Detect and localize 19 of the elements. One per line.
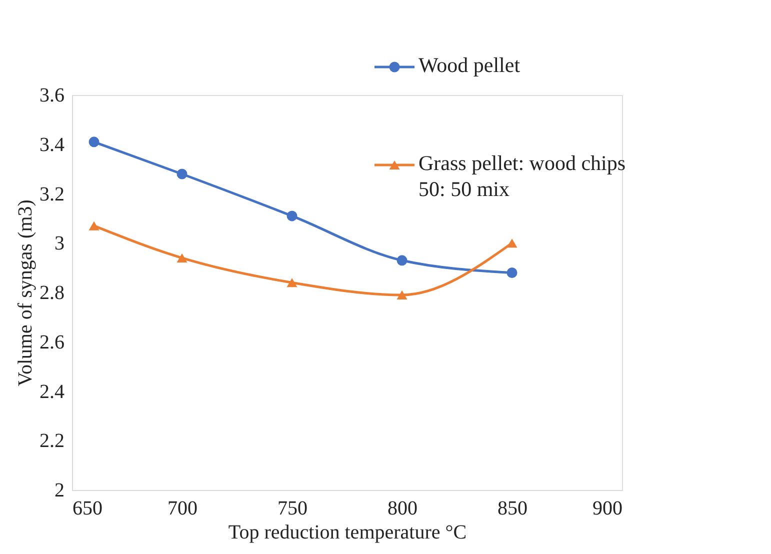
x-axis-title: Top reduction temperature °C [228,522,467,544]
legend-label: Grass pellet: wood chips 50: 50 mix [418,151,626,201]
y-tick-label: 3.2 [40,183,64,206]
y-tick-label: 2.8 [40,282,64,304]
y-tick-label: 2.4 [40,380,64,403]
x-tick-label: 850 [498,498,528,520]
x-tick-label: 700 [168,498,198,520]
y-axis-title: Volume of syngas (m3) [14,200,36,386]
x-tick-label: 650 [72,498,102,520]
y-tick-label: 2.2 [40,430,64,452]
x-tick-label: 750 [278,498,308,520]
y-tick-label: 2.6 [40,331,64,354]
legend-label: Wood pellet [418,53,520,77]
y-tick-label: 3.4 [40,134,64,156]
y-tick-label: 3.6 [40,84,64,106]
y-tick-label: 2 [54,480,64,502]
x-tick-label: 800 [388,498,418,520]
y-tick-label: 3 [54,232,64,255]
x-tick-label: 900 [592,498,622,520]
